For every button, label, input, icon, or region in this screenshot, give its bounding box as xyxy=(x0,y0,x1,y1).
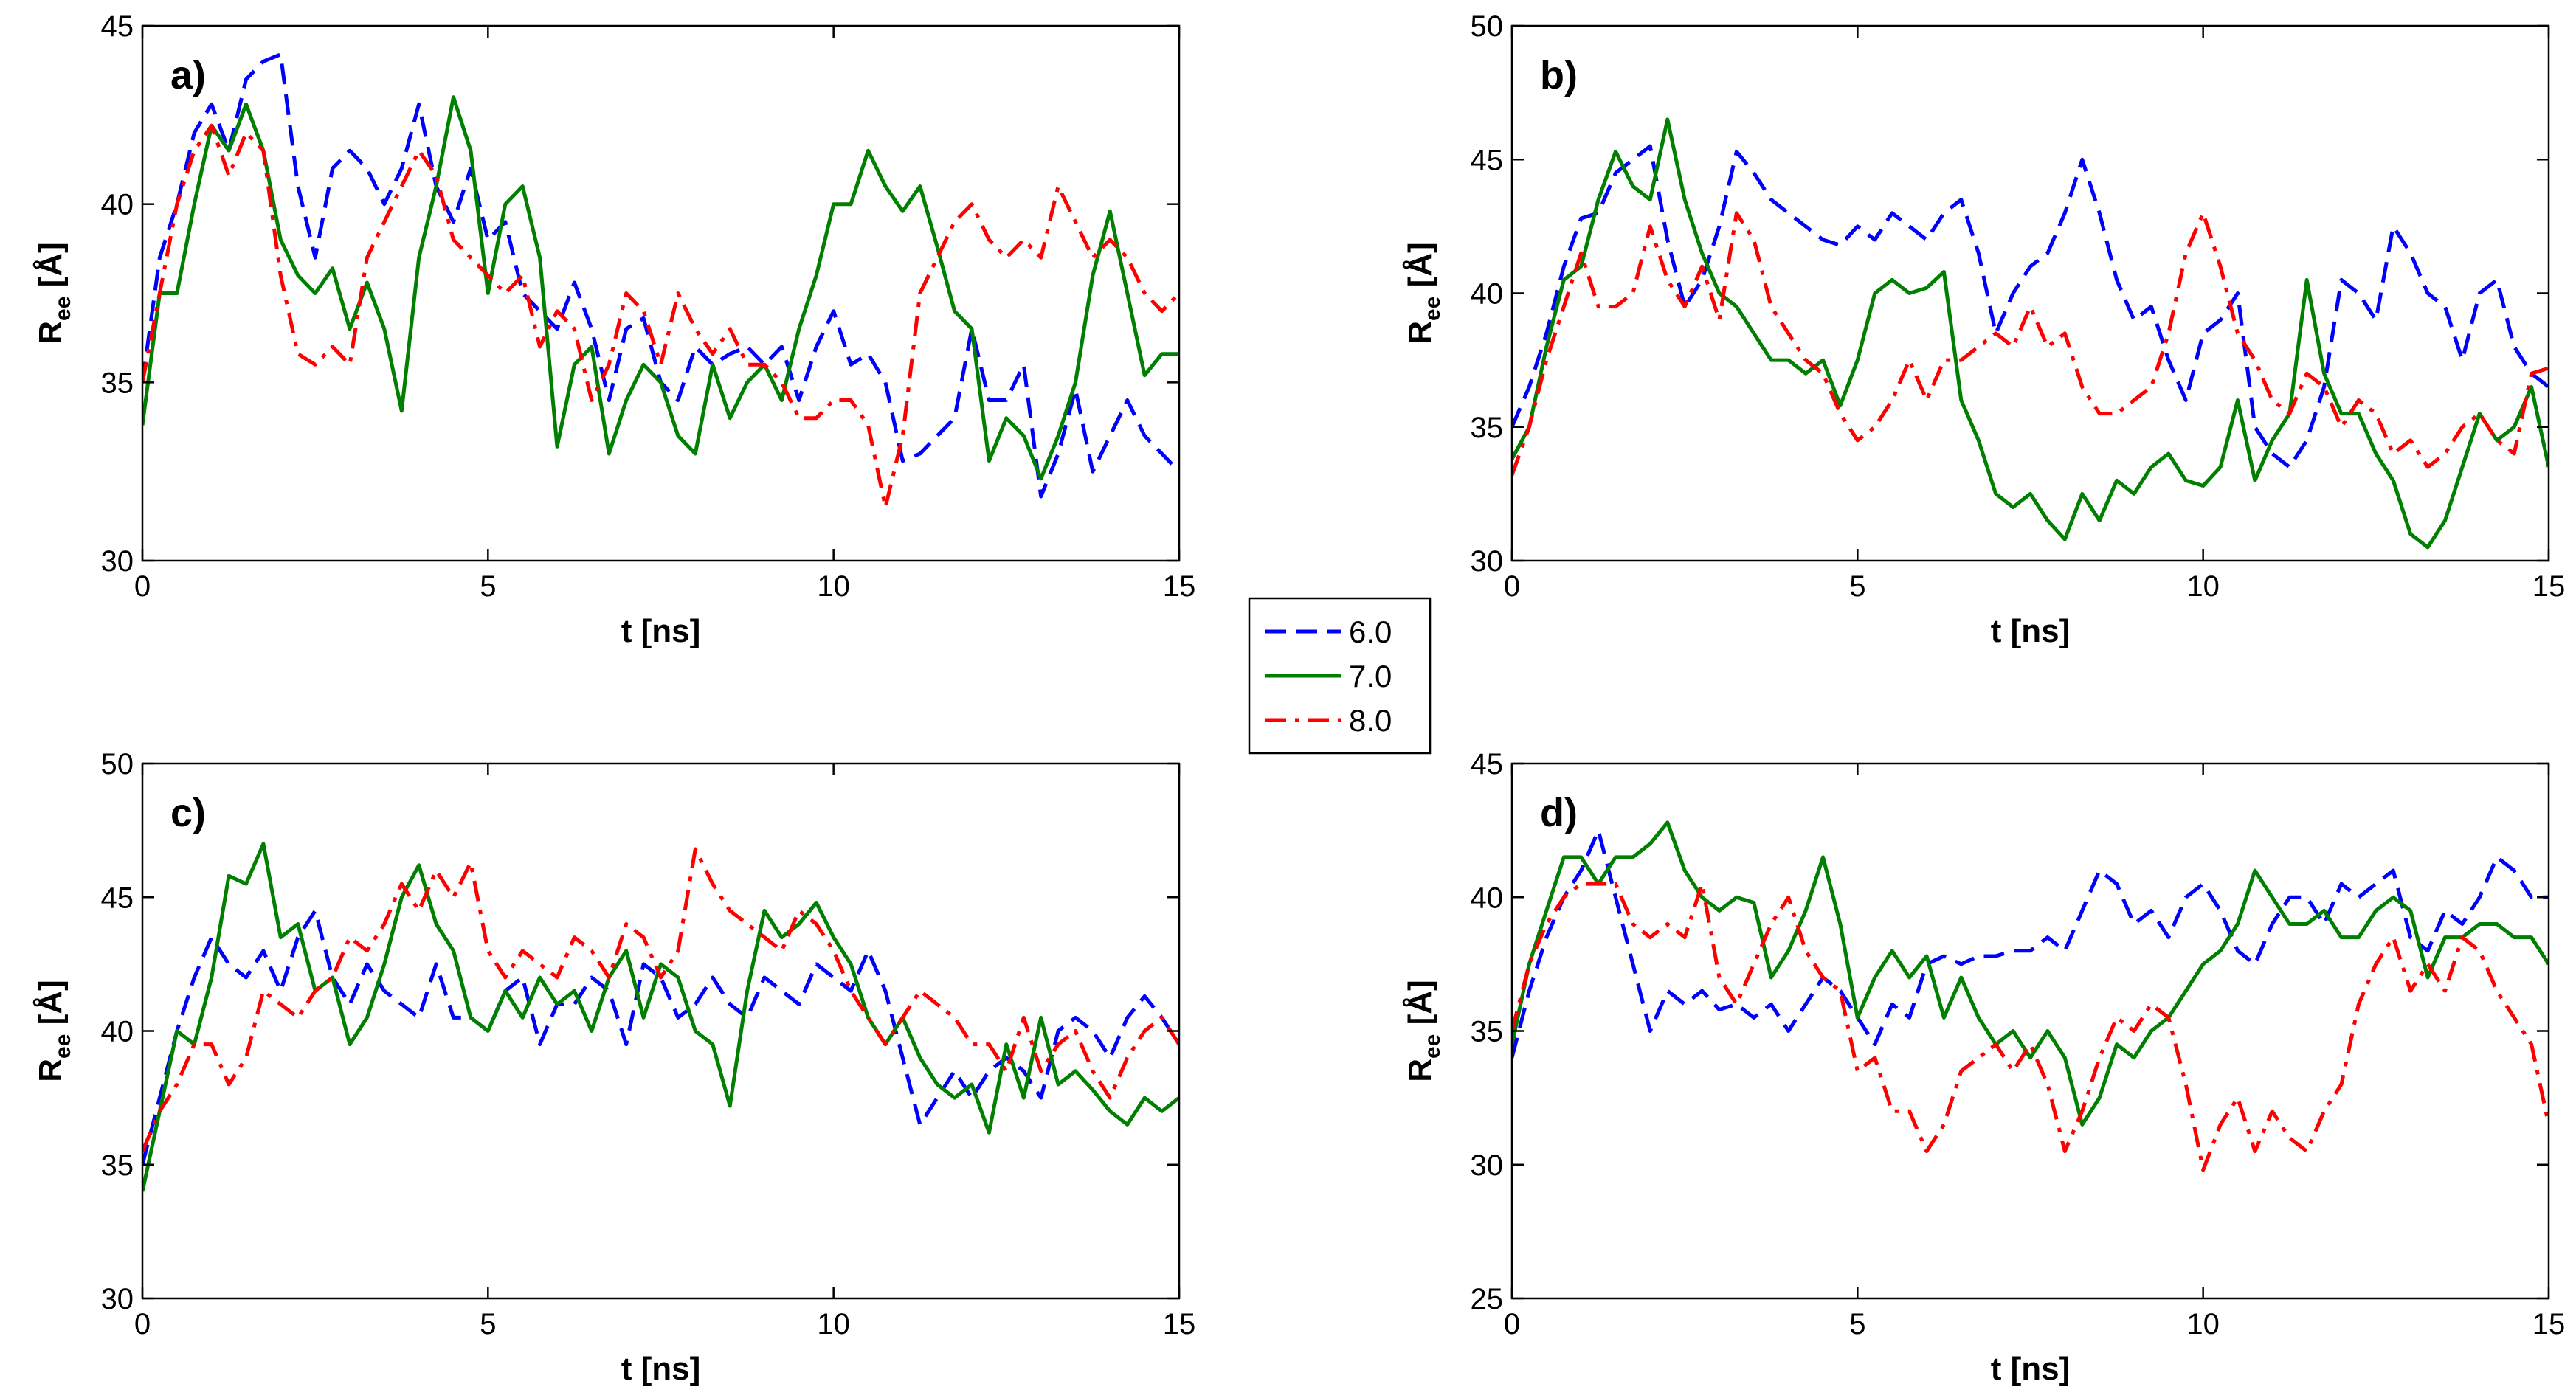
y-tick-label: 45 xyxy=(1471,748,1504,781)
x-axis-label: t [ns] xyxy=(1991,613,2071,649)
panel-label-4: d) xyxy=(1540,791,1578,835)
panel-4: 0 5 10 15 25 30 35 40 45 t [ns] Ree [Å] d) xyxy=(1402,748,2565,1387)
x-tick-label: 5 xyxy=(480,570,496,603)
x-axis-label: t [ns] xyxy=(621,1351,701,1387)
series-line-6-0-panel-4 xyxy=(1512,828,2549,1059)
y-axis-label-unit: [Å] xyxy=(32,242,69,296)
series-line-8-0-panel-2 xyxy=(1512,211,2549,476)
panel-1: 0 5 10 15 30 35 40 45 t [ns] Ree [Å] a) xyxy=(32,10,1195,649)
series-line-8-0-panel-1 xyxy=(142,123,1179,509)
y-axis-label-symbol: R xyxy=(1402,321,1438,345)
plot-area-2 xyxy=(1512,26,2549,561)
y-axis-label-subscript: ee xyxy=(1420,297,1445,321)
y-axis-label-subscript: ee xyxy=(51,297,75,321)
x-tick-label: 0 xyxy=(134,1308,151,1340)
y-axis-label-unit: [Å] xyxy=(1402,242,1438,296)
x-tick-label: 10 xyxy=(817,570,850,603)
series-group-3 xyxy=(142,842,1179,1192)
x-tick-label: 10 xyxy=(2186,1308,2220,1340)
series-line-7-0-panel-4 xyxy=(1512,820,2549,1127)
y-tick-label: 40 xyxy=(1471,882,1504,914)
y-axis-label: Ree [Å] xyxy=(32,980,75,1082)
x-tick-label: 10 xyxy=(2186,570,2220,603)
y-tick-label: 25 xyxy=(1471,1283,1504,1315)
series-line-6-0-panel-2 xyxy=(1512,144,2549,469)
y-tick-label: 50 xyxy=(1471,10,1504,43)
y-tick-label: 50 xyxy=(101,748,134,781)
y-axis-label-subscript: ee xyxy=(1420,1034,1445,1059)
plot-area-1 xyxy=(142,26,1179,561)
series-line-8-0-panel-3 xyxy=(142,847,1179,1152)
panel-3: 0 5 10 15 30 35 40 45 50 t [ns] Ree [Å] c) xyxy=(32,748,1195,1387)
x-tick-label: 0 xyxy=(1504,570,1520,603)
panel-2: 0 5 10 15 30 35 40 45 50 t [ns] Ree [Å] b) xyxy=(1402,10,2565,649)
plot-area-4 xyxy=(1512,764,2549,1298)
y-axis-label-symbol: R xyxy=(32,321,69,345)
y-tick-label: 30 xyxy=(1471,1149,1504,1182)
x-tick-label: 15 xyxy=(1163,570,1196,603)
y-tick-label: 35 xyxy=(101,1149,134,1182)
y-tick-label: 30 xyxy=(101,545,134,578)
series-group-4 xyxy=(1512,820,2549,1172)
y-tick-label: 35 xyxy=(1471,412,1504,444)
x-axis-label: t [ns] xyxy=(1991,1351,2071,1387)
y-tick-label: 40 xyxy=(1471,278,1504,311)
series-line-6-0-panel-3 xyxy=(142,908,1179,1166)
x-tick-label: 5 xyxy=(1849,570,1865,603)
y-tick-label: 40 xyxy=(101,189,134,221)
panel-label-2: b) xyxy=(1540,53,1578,97)
panel-label-3: c) xyxy=(170,791,206,835)
legend: 6.0 7.0 8.0 xyxy=(1248,597,1432,755)
y-axis-label-symbol: R xyxy=(1402,1059,1438,1082)
x-tick-label: 0 xyxy=(1504,1308,1520,1340)
y-axis-label-unit: [Å] xyxy=(32,980,69,1034)
y-axis-label-symbol: R xyxy=(32,1059,69,1082)
series-group-2 xyxy=(1512,117,2549,550)
y-tick-label: 30 xyxy=(101,1283,134,1315)
x-tick-label: 0 xyxy=(134,570,151,603)
y-tick-label: 30 xyxy=(1471,545,1504,578)
x-tick-label: 15 xyxy=(2532,570,2566,603)
legend-label-6-0: 6.0 xyxy=(1349,615,1392,649)
series-line-7-0-panel-2 xyxy=(1512,117,2549,550)
y-tick-label: 35 xyxy=(101,367,134,399)
series-line-7-0-panel-1 xyxy=(142,95,1179,481)
plot-area-3 xyxy=(142,764,1179,1298)
legend-label-8-0: 8.0 xyxy=(1349,703,1392,738)
x-tick-label: 15 xyxy=(1163,1308,1196,1340)
y-tick-label: 40 xyxy=(101,1016,134,1048)
series-group-1 xyxy=(142,52,1179,509)
y-axis-label: Ree [Å] xyxy=(32,242,75,344)
y-axis-label-unit: [Å] xyxy=(1402,980,1438,1034)
y-tick-label: 35 xyxy=(1471,1016,1504,1048)
x-tick-label: 5 xyxy=(1849,1308,1865,1340)
y-axis-label: Ree [Å] xyxy=(1402,980,1445,1082)
x-tick-label: 10 xyxy=(817,1308,850,1340)
legend-label-7-0: 7.0 xyxy=(1349,659,1392,693)
panel-label-1: a) xyxy=(170,53,206,97)
y-tick-label: 45 xyxy=(101,882,134,914)
y-tick-label: 45 xyxy=(101,10,134,43)
y-tick-label: 45 xyxy=(1471,144,1504,176)
x-tick-label: 5 xyxy=(480,1308,496,1340)
x-axis-label: t [ns] xyxy=(621,613,701,649)
series-line-8-0-panel-4 xyxy=(1512,882,2549,1172)
y-axis-label: Ree [Å] xyxy=(1402,242,1445,344)
y-axis-label-subscript: ee xyxy=(51,1034,75,1059)
axes-frame-1 xyxy=(141,24,1181,562)
x-tick-label: 15 xyxy=(2532,1308,2566,1340)
